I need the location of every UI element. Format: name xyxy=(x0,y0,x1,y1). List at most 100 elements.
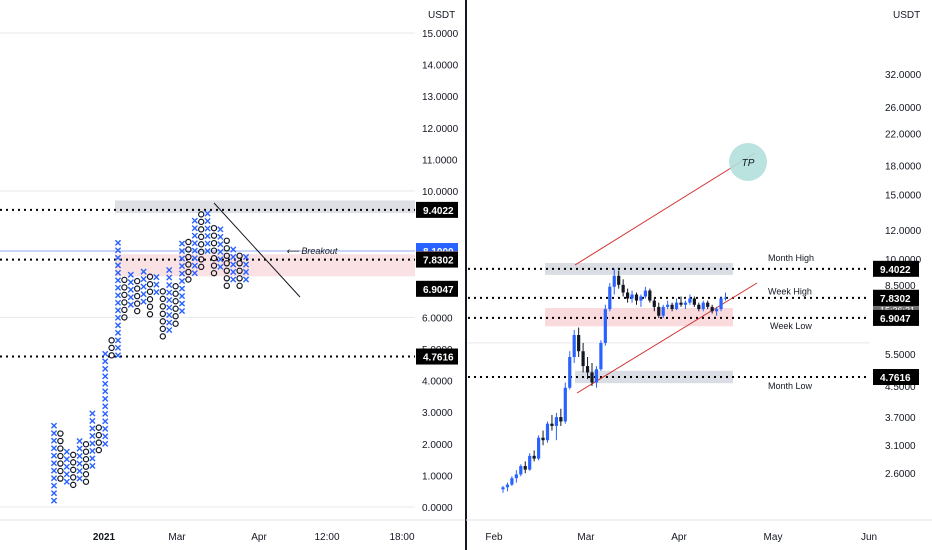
candlestick-chart-panel[interactable]: Month High Week High Week Low Month Low TP US… xyxy=(466,0,932,543)
x-box xyxy=(102,358,109,365)
candle-body xyxy=(501,487,505,490)
candle xyxy=(528,453,532,471)
x-box xyxy=(102,418,109,425)
o-box xyxy=(223,267,230,274)
o-box xyxy=(159,333,166,340)
candle xyxy=(674,298,679,311)
x-box xyxy=(191,225,198,232)
candle-body xyxy=(612,275,616,287)
candle xyxy=(643,286,647,299)
x-column xyxy=(102,350,109,447)
y-tick-label: 3.7000 xyxy=(885,413,916,424)
x-box xyxy=(242,261,250,268)
x-box xyxy=(114,329,122,336)
candle-body xyxy=(590,372,594,383)
y-tick-label: 26.0000 xyxy=(885,103,922,114)
o-box xyxy=(210,262,218,269)
candle-body xyxy=(626,292,630,299)
candle xyxy=(519,464,523,477)
x-column xyxy=(89,410,96,470)
o-box xyxy=(121,299,128,306)
x-box xyxy=(191,240,198,247)
candle xyxy=(563,382,567,424)
candle-body xyxy=(514,474,518,479)
candle xyxy=(510,476,514,486)
y-tick-label: 6.0000 xyxy=(422,313,453,324)
y-tick-label: 14.0000 xyxy=(422,61,459,72)
x-column xyxy=(127,271,134,308)
candle xyxy=(514,470,518,483)
o-box xyxy=(108,344,115,352)
x-box xyxy=(217,233,224,240)
y-tick-label: 22.0000 xyxy=(885,130,922,141)
x-box xyxy=(204,232,211,240)
o-box xyxy=(82,478,90,485)
o-box xyxy=(121,276,128,284)
candle-body xyxy=(683,302,688,305)
candle xyxy=(661,304,665,319)
candle xyxy=(550,414,554,431)
o-box xyxy=(57,467,64,475)
x-box xyxy=(127,279,134,286)
y-tick-label: 12.0000 xyxy=(885,226,922,237)
x-column xyxy=(166,266,173,334)
x-box xyxy=(127,271,134,278)
o-box xyxy=(172,313,179,320)
x-box xyxy=(191,270,198,277)
candle xyxy=(545,421,550,443)
week-low-label: Week Low xyxy=(770,321,812,331)
o-column xyxy=(223,237,230,289)
o-box xyxy=(197,248,205,256)
o-column xyxy=(159,288,166,340)
o-box xyxy=(159,295,166,303)
support-zone xyxy=(115,254,415,277)
x-box xyxy=(89,410,96,417)
o-box xyxy=(210,247,218,254)
candle xyxy=(501,485,505,493)
o-box xyxy=(69,459,77,466)
o-box xyxy=(133,307,141,315)
x-tick-label: Apr xyxy=(671,532,687,543)
o-box xyxy=(236,282,243,289)
x-tick-label: 18:00 xyxy=(389,532,414,543)
y-tick-label: 15.0000 xyxy=(885,191,922,202)
o-column xyxy=(57,430,64,482)
candle xyxy=(634,292,639,305)
resistance-zone xyxy=(545,263,733,275)
o-box xyxy=(236,275,243,282)
x-box xyxy=(230,246,237,253)
candle xyxy=(706,300,710,310)
candle-body xyxy=(563,387,567,422)
x-tick-label: 12:00 xyxy=(314,532,339,543)
price-tag-label: 9.4022 xyxy=(880,265,911,276)
month-low-label: Month Low xyxy=(768,381,813,391)
x-box xyxy=(76,475,83,482)
price-tag xyxy=(416,348,458,365)
target-circle xyxy=(729,143,767,181)
x-box xyxy=(102,433,109,440)
candle-body xyxy=(674,302,679,310)
x-box xyxy=(76,437,83,445)
candle-body xyxy=(715,309,719,312)
o-box xyxy=(82,463,90,470)
pnf-chart-panel[interactable]: ⟵ Breakout USDT 0.0000 1.0000 2.0000 3.0000 4.… xyxy=(0,0,466,543)
o-box xyxy=(185,246,192,253)
x-box xyxy=(50,430,58,437)
x-box xyxy=(50,490,58,497)
x-column xyxy=(153,274,160,296)
o-box xyxy=(69,481,77,489)
candle xyxy=(537,435,541,461)
x-box xyxy=(178,285,186,292)
candle xyxy=(572,329,576,363)
o-box xyxy=(159,288,166,295)
candle-body xyxy=(710,306,714,312)
x-box xyxy=(153,281,160,288)
candle-body xyxy=(719,298,723,310)
x-box xyxy=(204,247,211,255)
o-column xyxy=(95,424,103,454)
o-box xyxy=(223,282,230,289)
x-box xyxy=(50,475,58,482)
x-box xyxy=(166,304,173,311)
x-box xyxy=(166,326,173,334)
o-box xyxy=(223,260,230,267)
